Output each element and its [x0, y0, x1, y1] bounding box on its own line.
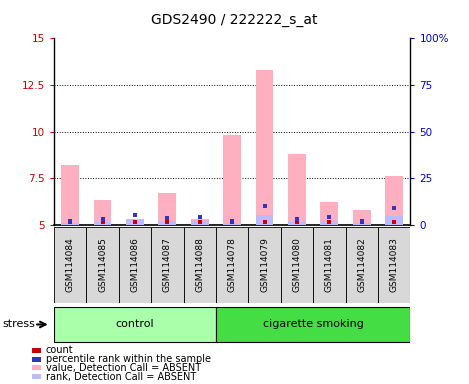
Bar	[151, 227, 183, 303]
Bar	[385, 176, 403, 225]
Bar	[216, 307, 410, 342]
Bar	[313, 227, 346, 303]
Bar	[61, 165, 79, 225]
Bar	[353, 210, 371, 225]
Bar	[256, 70, 273, 225]
Bar	[159, 193, 176, 225]
Bar	[54, 227, 86, 303]
Bar	[223, 223, 241, 225]
Text: percentile rank within the sample: percentile rank within the sample	[46, 354, 211, 364]
Bar	[385, 216, 403, 225]
Text: GSM114087: GSM114087	[163, 238, 172, 292]
Bar	[288, 154, 306, 225]
Bar	[249, 227, 281, 303]
Bar	[159, 221, 176, 225]
Text: GSM114088: GSM114088	[195, 238, 204, 292]
Bar	[353, 223, 371, 225]
Bar	[288, 222, 306, 225]
Bar	[256, 215, 273, 225]
Text: GSM114085: GSM114085	[98, 238, 107, 292]
Bar	[183, 227, 216, 303]
Bar	[191, 221, 209, 225]
Bar	[94, 200, 112, 225]
Bar	[378, 227, 410, 303]
Bar	[86, 227, 119, 303]
Bar	[191, 219, 209, 225]
Bar	[281, 227, 313, 303]
Bar	[216, 227, 249, 303]
Bar	[126, 219, 144, 225]
Text: stress: stress	[2, 319, 35, 329]
Text: control: control	[116, 319, 154, 329]
Text: count: count	[46, 345, 74, 355]
Text: value, Detection Call = ABSENT: value, Detection Call = ABSENT	[46, 363, 201, 373]
Bar	[346, 227, 378, 303]
Text: GSM114086: GSM114086	[130, 238, 139, 292]
Text: cigarette smoking: cigarette smoking	[263, 319, 363, 329]
Text: GSM114080: GSM114080	[293, 238, 302, 292]
Bar	[54, 307, 216, 342]
Bar	[320, 202, 338, 225]
Text: GSM114083: GSM114083	[390, 238, 399, 292]
Text: rank, Detection Call = ABSENT: rank, Detection Call = ABSENT	[46, 372, 196, 382]
Text: GSM114078: GSM114078	[227, 238, 237, 292]
Text: GSM114079: GSM114079	[260, 238, 269, 292]
Bar	[94, 222, 112, 225]
Text: GDS2490 / 222222_s_at: GDS2490 / 222222_s_at	[151, 13, 318, 27]
Bar	[320, 221, 338, 225]
Bar	[61, 223, 79, 225]
Bar	[119, 227, 151, 303]
Bar	[223, 135, 241, 225]
Text: GSM114084: GSM114084	[66, 238, 75, 292]
Text: GSM114082: GSM114082	[357, 238, 366, 292]
Text: GSM114081: GSM114081	[325, 238, 334, 292]
Bar	[126, 220, 144, 225]
